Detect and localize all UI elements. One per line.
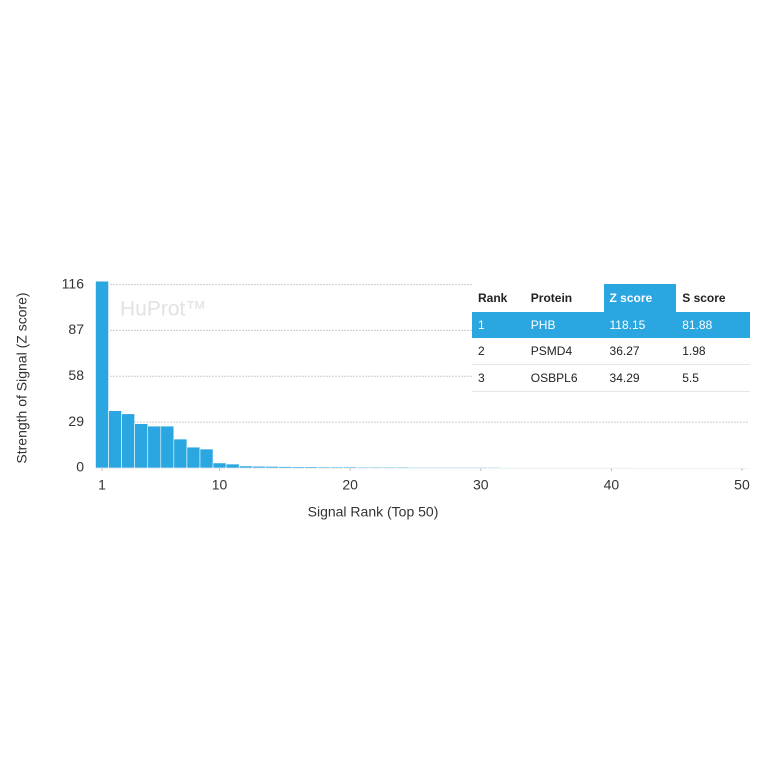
bar <box>95 280 109 469</box>
header-row: Rank Protein Z score S score <box>472 284 750 312</box>
bar <box>199 448 214 469</box>
bar <box>147 425 162 469</box>
x-tick-label: 50 <box>734 477 750 493</box>
bar <box>382 466 397 469</box>
bar <box>552 467 566 469</box>
table-row: 2 PSMD4 36.27 1.98 <box>472 338 750 365</box>
bar <box>251 465 266 469</box>
bar <box>134 423 149 469</box>
column-header: Protein <box>530 291 573 305</box>
bar <box>186 446 201 469</box>
y-tick-label: 29 <box>68 413 84 429</box>
bar <box>473 466 488 469</box>
bar <box>108 410 122 469</box>
table-cell: 1.98 <box>676 338 750 365</box>
bar <box>513 467 527 469</box>
y-tick-label: 58 <box>68 367 84 383</box>
bar <box>434 466 449 469</box>
x-tick-label: 20 <box>342 477 358 493</box>
bar <box>343 466 358 469</box>
ranking-table: Rank Protein Z score S score 1 PHB 118.15 81.88… <box>472 284 750 392</box>
bar <box>617 467 632 469</box>
table-row: 3 OSBPL6 34.29 5.5 <box>472 364 750 392</box>
bar <box>356 466 371 469</box>
bar <box>173 438 188 469</box>
bar <box>160 425 175 469</box>
table-cell: 34.29 <box>603 364 677 392</box>
bar <box>291 466 305 469</box>
bar <box>225 463 240 469</box>
bar <box>421 466 436 469</box>
bar <box>565 467 580 469</box>
table-cell: 2 <box>472 338 525 365</box>
bar <box>500 467 514 469</box>
bar <box>408 466 423 469</box>
x-tick-label: 30 <box>473 477 489 493</box>
bar <box>304 466 318 469</box>
column-header: Z score <box>603 284 677 312</box>
y-tick-label: 87 <box>68 321 84 337</box>
bar <box>486 466 501 469</box>
bar <box>591 467 606 469</box>
x-axis-label: Signal Rank (Top 50) <box>308 504 439 520</box>
table-cell: OSBPL6 <box>524 364 604 392</box>
bar <box>539 467 553 469</box>
watermark: HuProt™ <box>120 298 206 321</box>
x-tick-label: 1 <box>98 477 106 493</box>
y-tick-label: 0 <box>76 459 84 475</box>
bar <box>264 466 279 469</box>
bar <box>578 467 593 469</box>
bar <box>238 465 253 469</box>
table-cell: 81.88 <box>676 312 750 338</box>
table-cell: 3 <box>472 364 525 392</box>
bar <box>121 413 135 469</box>
bar <box>526 467 540 469</box>
x-tick-label: 40 <box>604 477 620 493</box>
bar <box>447 466 462 469</box>
y-axis-label: Strength of Signal (Z score) <box>14 292 30 463</box>
table-cell: PSMD4 <box>524 338 604 365</box>
bar <box>212 462 227 469</box>
bar <box>604 467 619 469</box>
bar <box>278 466 292 469</box>
bar <box>460 466 475 469</box>
table-cell: 1 <box>472 312 525 338</box>
table-cell: 36.27 <box>603 338 677 365</box>
bar <box>395 466 410 469</box>
table-cell: 5.5 <box>676 364 750 392</box>
table-cell: PHB <box>524 312 604 338</box>
bar <box>317 466 331 469</box>
y-tick-label: 116 <box>62 275 85 291</box>
table-cell: 118.15 <box>603 312 677 338</box>
table-row: 1 PHB 118.15 81.88 <box>472 312 750 338</box>
bar <box>369 466 384 469</box>
column-header: S score <box>682 291 726 305</box>
bar <box>330 466 344 469</box>
x-tick-label: 10 <box>212 477 228 493</box>
column-header: Rank <box>478 291 508 305</box>
